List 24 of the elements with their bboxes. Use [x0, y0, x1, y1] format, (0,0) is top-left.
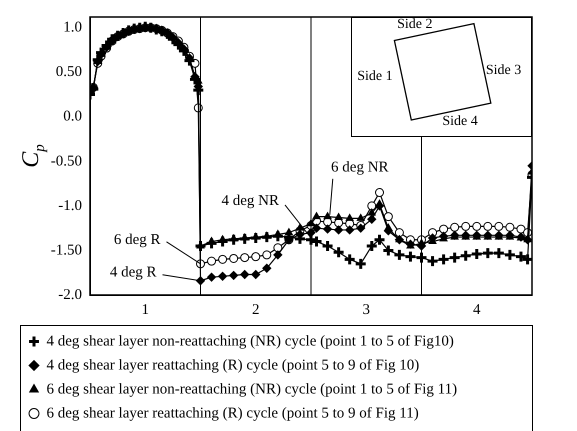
annotation: 6 deg R — [114, 232, 160, 248]
y-tick-label: 1.0 — [63, 20, 82, 36]
x-tick-label: 2 — [252, 302, 260, 318]
annotation: Side 1 — [357, 69, 393, 86]
x-tick-label: 1 — [142, 302, 149, 318]
y-tick-label: -2.0 — [58, 286, 82, 303]
annotation: Side 2 — [397, 16, 432, 33]
y-tick-label: 0.0 — [63, 108, 82, 125]
annotation: Side 4 — [442, 114, 478, 130]
legend-label: 4 deg shear layer non-reattaching (NR) cycle (point 1 to 5 of Fig10) — [46, 333, 454, 350]
annotation: 4 deg R — [110, 264, 156, 281]
annotation: Side 3 — [486, 63, 522, 80]
x-tick-label: 3 — [362, 302, 370, 318]
annotation: 6 deg NR — [331, 160, 389, 176]
y-tick-label: -0.50 — [50, 153, 82, 170]
y-tick-label: -1.50 — [50, 242, 82, 258]
y-tick-label: -1.0 — [58, 198, 82, 214]
x-tick-label: 4 — [473, 302, 481, 318]
legend-label: 6 deg shear layer reattaching (R) cycle (point 5 to 9 of Fig 11) — [46, 405, 419, 422]
legend-label: 6 deg shear layer non-reattaching (NR) cycle (point 1 to 5 of Fig 11) — [46, 381, 458, 398]
y-tick-label: 0.50 — [56, 64, 82, 80]
legend-label: 4 deg shear layer reattaching (R) cycle (point 5 to 9 of Fig 10) — [46, 357, 420, 374]
y-axis-title: Cp — [18, 144, 48, 168]
annotation: 4 deg NR — [222, 192, 279, 209]
